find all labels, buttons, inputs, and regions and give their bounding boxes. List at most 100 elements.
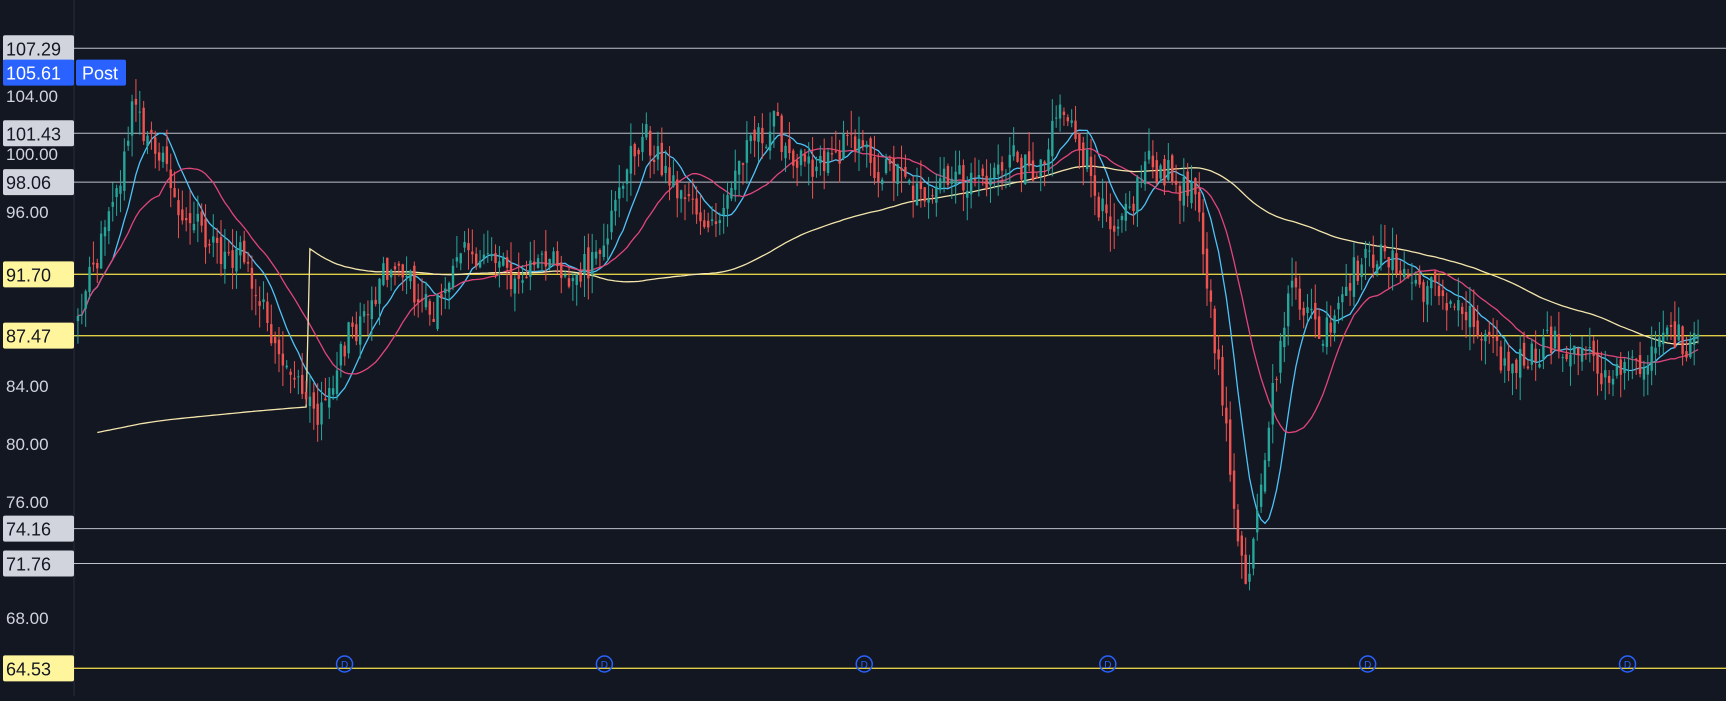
candle-body [1236, 509, 1240, 542]
candle-body [621, 185, 625, 189]
candle-body [293, 377, 296, 380]
candle-body [1453, 306, 1456, 308]
candle-body [842, 133, 845, 159]
candle-body [513, 278, 517, 294]
candle-body [320, 402, 323, 425]
candle-body [1055, 117, 1058, 119]
candle-body [208, 244, 211, 246]
candle-body [761, 127, 764, 144]
candle-body [246, 261, 250, 264]
candle-body [923, 187, 926, 202]
candle-body [811, 159, 814, 177]
candle-body [645, 124, 648, 138]
candle-body [846, 135, 849, 137]
candle-body [799, 150, 803, 166]
candle-body [567, 278, 571, 287]
candle-body [1039, 159, 1042, 177]
candle-body [1677, 324, 1680, 341]
candle-body [96, 263, 99, 269]
candle-body [1190, 182, 1193, 204]
candle-body [1012, 145, 1015, 157]
candle-body [807, 156, 810, 164]
candle-body [656, 146, 660, 160]
candle-body [289, 371, 292, 375]
moving-averages [77, 129, 1699, 525]
candle-body [1333, 315, 1336, 333]
candle-body [552, 251, 555, 264]
candle-body [111, 201, 114, 207]
candle-body [795, 160, 799, 168]
candle-body [1681, 326, 1684, 355]
candle-body [1623, 361, 1626, 374]
candle-body [273, 337, 277, 344]
current-price-box [3, 59, 74, 86]
candle-body [1031, 160, 1035, 181]
candle-body [969, 172, 973, 195]
candle-body [1522, 342, 1526, 366]
candle-body [753, 129, 756, 141]
candle-body [1406, 274, 1410, 278]
candle-body [691, 198, 694, 200]
candle-body [950, 178, 953, 184]
candle-body [939, 178, 942, 190]
candle-body [668, 167, 671, 186]
candle-body [471, 251, 474, 255]
candle-body [192, 223, 196, 231]
candle-body [115, 188, 118, 198]
candle-body [1642, 367, 1646, 380]
candle-body [1047, 149, 1050, 171]
candle-body [544, 251, 547, 267]
candle-body [1124, 203, 1127, 221]
candle-body [517, 272, 520, 279]
candle-body [405, 275, 408, 278]
candle-body [1538, 364, 1541, 368]
session-badge-box [76, 59, 126, 86]
candle-body [219, 237, 223, 265]
level-label: 107.29 [6, 39, 61, 59]
candle-body [834, 151, 837, 153]
candle-body [664, 165, 667, 174]
candle-body [1484, 333, 1487, 342]
candle-body [1503, 358, 1506, 366]
candle-body [1499, 346, 1503, 371]
candle-body [772, 111, 776, 127]
candle-body [1147, 150, 1151, 160]
candle-body [1604, 370, 1607, 378]
candle-body [540, 253, 544, 255]
candle-body [560, 262, 563, 278]
candle-body [536, 258, 540, 268]
level-label-box [3, 515, 74, 542]
candle-body [1143, 161, 1147, 185]
candle-body [699, 212, 702, 222]
dividend-marker-icon [1358, 655, 1377, 673]
candle-body [966, 190, 969, 198]
candle-body [1410, 282, 1414, 284]
candle-body [1198, 192, 1201, 213]
candle-body [227, 252, 230, 254]
candle-body [243, 240, 246, 263]
candle-body [1136, 177, 1139, 213]
candle-body [1105, 204, 1108, 214]
candle-body [737, 160, 741, 175]
level-label-box [3, 261, 74, 288]
candle-body [1422, 282, 1425, 302]
candle-body [123, 151, 126, 191]
candle-body [533, 261, 536, 265]
candle-body [1317, 316, 1321, 339]
candle-body [594, 251, 598, 259]
candle-body [911, 185, 915, 200]
candle-body [587, 247, 590, 279]
candle-body [409, 270, 412, 282]
candle-body [1004, 173, 1008, 176]
candle-body [850, 133, 853, 135]
candle-body [1298, 288, 1301, 310]
candle-body [927, 198, 930, 203]
candle-body [1433, 271, 1437, 283]
candle-body [393, 266, 397, 270]
candle-body [877, 172, 880, 182]
candle-body [881, 179, 884, 185]
candle-body [509, 263, 513, 290]
candle-body [1561, 357, 1564, 359]
